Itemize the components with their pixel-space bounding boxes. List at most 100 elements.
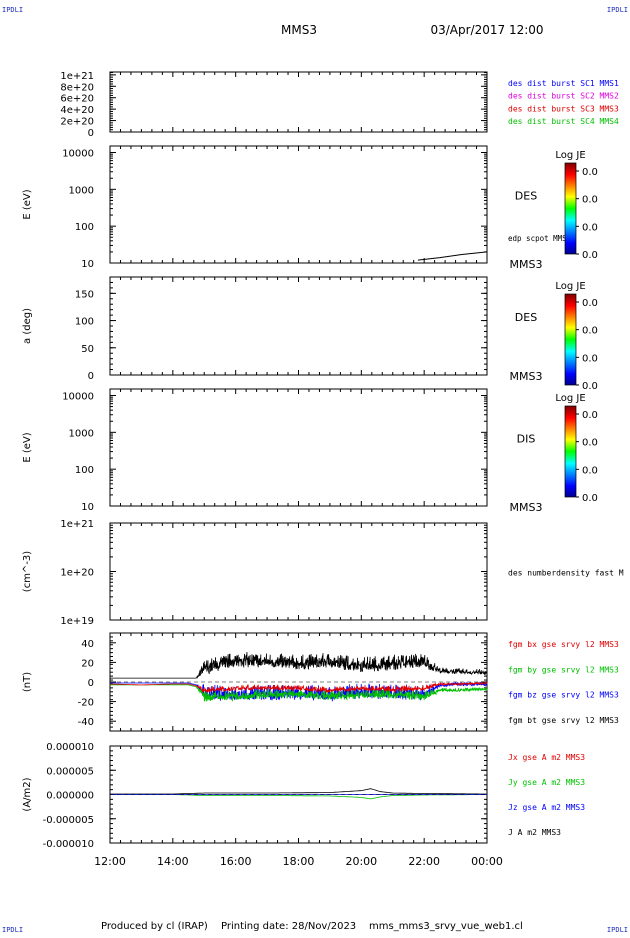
- plot-frame: [109, 276, 488, 376]
- plot-frame: [109, 145, 488, 264]
- colorbar-tick-label: 0.0: [582, 326, 598, 337]
- x-tick-label: 14:00: [157, 855, 189, 868]
- footer-filename: mms_mms3_srvy_vue_web1.cl: [369, 921, 523, 932]
- y-tick-label: -20: [78, 698, 94, 709]
- panel-current: 0.000010 0.000005 0.000000 -0.000005 -0.0000…: [22, 742, 585, 850]
- y-tick-label: 100: [75, 317, 94, 328]
- datetime-title: 03/Apr/2017 12:00: [430, 23, 543, 37]
- y-axis-title: a (deg): [22, 308, 33, 344]
- y-tick-label: 1000: [69, 428, 94, 439]
- y-tick-label: 0.000005: [46, 766, 94, 777]
- series-line: [110, 684, 488, 702]
- plot-frame: [109, 388, 488, 507]
- y-tick-label: 4e+20: [60, 105, 94, 116]
- colorbar-tick-label: 0.0: [582, 353, 598, 364]
- colorbar-tick-label: 0.0: [582, 195, 598, 206]
- panel-spacecraft-label: MMS3: [510, 370, 543, 383]
- plot-frame: [109, 71, 488, 133]
- x-tick-label: 22:00: [408, 855, 440, 868]
- legend-entry: Jz gse A m2 MMS3: [508, 803, 585, 812]
- overlay-legend-entry: edp scpot MMS3: [508, 234, 571, 243]
- legend-entry: J A m2 MMS3: [508, 828, 561, 837]
- panel-spacecraft-label: MMS3: [510, 501, 543, 514]
- y-tick-label: 100: [75, 222, 94, 233]
- colorbar-tick-label: 0.0: [582, 381, 598, 392]
- x-tick-label: 16:00: [220, 855, 252, 868]
- colorbar-title: Log JE: [555, 281, 585, 292]
- colorbar-tick-label: 0.0: [582, 250, 598, 261]
- y-axis-title: (A/m2): [22, 777, 33, 811]
- y-tick-label: -40: [78, 717, 94, 728]
- legend-entry: fgm bt gse srvy l2 MMS3: [508, 716, 619, 725]
- y-tick-label: 10000: [62, 148, 94, 159]
- y-tick-label: 8e+20: [60, 82, 94, 93]
- x-tick-label: 20:00: [345, 855, 377, 868]
- legend-entry: fgm by gse srvy l2 MMS3: [508, 665, 619, 674]
- colorbar-tick-label: 0.0: [582, 493, 598, 504]
- colorbar-title: Log JE: [555, 393, 585, 404]
- overlay-series-line: [417, 251, 488, 261]
- y-tick-label: 40: [81, 639, 94, 650]
- x-tick-label: 18:00: [283, 855, 315, 868]
- footer-printing-date: Printing date: 28/Nov/2023: [221, 921, 356, 932]
- y-tick-label: 0.000000: [46, 791, 94, 802]
- legend-entry: des dist burst SC2 MMS2: [508, 92, 619, 101]
- legend-entry: fgm bx gse srvy l2 MMS3: [508, 640, 619, 649]
- legend-entry: des numberdensity fast M: [508, 569, 624, 578]
- y-tick-label: 0: [88, 371, 94, 382]
- series-line: [110, 681, 488, 693]
- x-tick-label: 12:00: [94, 855, 126, 868]
- y-tick-label: 1e+19: [60, 616, 94, 627]
- y-tick-label: 150: [75, 289, 94, 300]
- panel-fgm: 40 20 0 -20 -40 (nT) fgm bx gse srvy l2 MMS3 fg…: [22, 632, 619, 732]
- series-line: [110, 788, 487, 795]
- corner-label-bottom-right: IPDLI: [607, 926, 628, 934]
- y-tick-label: 100: [75, 465, 94, 476]
- colorbar: [564, 405, 577, 498]
- y-tick-label: 20: [81, 658, 94, 669]
- y-tick-label: 1e+20: [60, 568, 94, 579]
- plot-frame: [109, 522, 488, 621]
- y-tick-label: 10000: [62, 391, 94, 402]
- legend-entry: Jy gse A m2 MMS3: [508, 778, 585, 787]
- colorbar-tick-label: 0.0: [582, 167, 598, 178]
- spacecraft-title: MMS3: [281, 23, 317, 37]
- y-axis-title: E (eV): [22, 432, 33, 462]
- colorbar: [564, 293, 577, 386]
- series-line: [110, 794, 487, 800]
- legend-entry: fgm bz gse srvy l2 MMS3: [508, 691, 619, 700]
- y-tick-label: 1e+21: [60, 71, 94, 82]
- y-tick-label: -0.000010: [43, 839, 94, 850]
- legend-entry: Jx gse A m2 MMS3: [508, 753, 585, 762]
- panel-des-energy: 10000 1000 100 10 E (eV) DES MMS3 edp scpot MMS…: [22, 145, 598, 271]
- panel-dis-energy: 10000 1000 100 10 E (eV) DIS MMS3 Log JE 0.0 0.0 0…: [22, 388, 598, 514]
- panel-instrument-label: DES: [515, 311, 537, 324]
- legend-entry: des dist burst SC4 MMS4: [508, 117, 619, 126]
- colorbar-tick-label: 0.0: [582, 298, 598, 309]
- corner-label-bottom-left: IPDLI: [2, 926, 23, 934]
- colorbar-title: Log JE: [555, 150, 585, 161]
- panel-des-pitch: 150 100 50 0 a (deg) DES MMS3 Log JE 0.0 0.0 0.0 0.…: [22, 276, 598, 392]
- y-tick-label: 0: [88, 678, 94, 689]
- corner-label-top-right: IPDLI: [607, 6, 628, 14]
- y-tick-label: 50: [81, 344, 94, 355]
- panel-density: 1e+21 1e+20 1e+19 (cm^-3) des numberdensity …: [22, 519, 624, 627]
- legend-entry: des dist burst SC3 MMS3: [508, 104, 619, 113]
- x-tick-label: 00:00: [471, 855, 503, 868]
- y-axis-title: (nT): [22, 672, 33, 692]
- y-tick-label: 1000: [69, 185, 94, 196]
- y-tick-label: 0.000010: [46, 742, 94, 753]
- y-tick-label: 0: [88, 128, 94, 139]
- corner-label-top-left: IPDLI: [2, 6, 23, 14]
- panel-instrument-label: DES: [515, 190, 537, 203]
- y-axis-title: (cm^-3): [22, 551, 33, 592]
- colorbar-tick-label: 0.0: [582, 410, 598, 421]
- y-axis-title: E (eV): [22, 189, 33, 219]
- y-tick-label: -0.000005: [43, 815, 94, 826]
- footer-produced-by: Produced by cl (IRAP): [101, 921, 208, 932]
- y-tick-label: 10: [81, 259, 94, 270]
- y-tick-label: 6e+20: [60, 94, 94, 105]
- panel-instrument-label: DIS: [517, 433, 536, 446]
